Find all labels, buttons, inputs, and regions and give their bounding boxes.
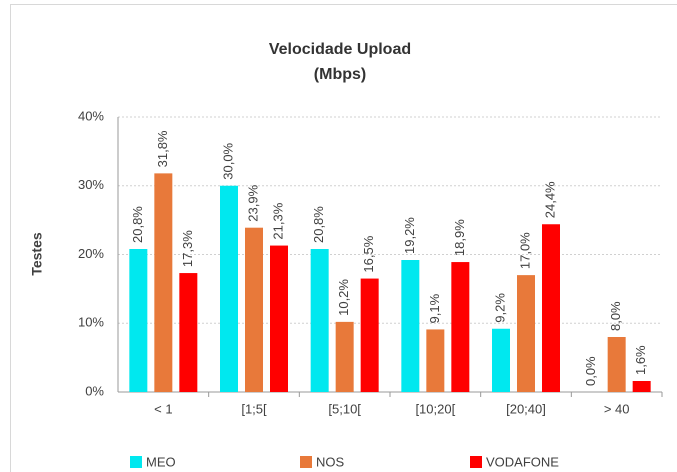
bar bbox=[607, 337, 626, 392]
y-tick-label: 0% bbox=[85, 383, 104, 398]
legend-swatch bbox=[470, 456, 482, 468]
data-label: 21,3% bbox=[270, 202, 285, 239]
x-tick-label: > 40 bbox=[604, 401, 630, 416]
x-tick-label: [20;40] bbox=[506, 401, 546, 416]
data-label: 9,2% bbox=[492, 293, 507, 323]
y-tick-label: 40% bbox=[78, 108, 104, 123]
y-axis-label: Testes bbox=[29, 232, 45, 276]
data-label: 1,6% bbox=[633, 345, 648, 375]
bar bbox=[335, 321, 354, 392]
data-label: 30,0% bbox=[220, 142, 235, 179]
x-tick-label: [1;5[ bbox=[241, 401, 267, 416]
x-tick-label: [10;20[ bbox=[415, 401, 455, 416]
bar bbox=[632, 381, 651, 392]
legend-swatch bbox=[300, 456, 312, 468]
data-label: 19,2% bbox=[402, 217, 417, 254]
y-tick-label: 30% bbox=[78, 177, 104, 192]
data-label: 31,8% bbox=[155, 130, 170, 167]
data-label: 16,5% bbox=[361, 235, 376, 272]
bar bbox=[220, 185, 238, 392]
data-label: 8,0% bbox=[608, 301, 623, 331]
legend-label: VODAFONE bbox=[486, 454, 559, 469]
y-tick-label: 20% bbox=[78, 246, 104, 261]
data-label: 18,9% bbox=[452, 219, 467, 256]
bar bbox=[426, 329, 445, 392]
y-tick-label: 10% bbox=[78, 315, 104, 330]
data-label: 17,0% bbox=[517, 232, 532, 269]
data-label: 9,1% bbox=[427, 293, 442, 323]
data-label: 20,8% bbox=[311, 206, 326, 243]
bar bbox=[360, 278, 379, 392]
bar bbox=[179, 273, 198, 392]
x-tick-label: < 1 bbox=[154, 401, 172, 416]
bar bbox=[401, 260, 420, 392]
data-label: 0,0% bbox=[583, 356, 598, 386]
bar bbox=[129, 249, 148, 392]
bar bbox=[542, 224, 560, 392]
bar bbox=[270, 245, 288, 392]
bar bbox=[310, 249, 329, 392]
data-label: 17,3% bbox=[180, 230, 195, 267]
bar bbox=[154, 173, 173, 392]
x-tick-label: [5;10[ bbox=[328, 401, 361, 416]
data-label: 10,2% bbox=[336, 279, 351, 316]
chart-subtitle: (Mbps) bbox=[314, 66, 366, 83]
bar bbox=[245, 227, 263, 392]
data-label: 23,9% bbox=[245, 184, 260, 221]
legend-swatch bbox=[130, 456, 142, 468]
bar bbox=[517, 275, 535, 392]
bar bbox=[492, 328, 510, 392]
data-label: 24,4% bbox=[542, 181, 557, 218]
data-label: 20,8% bbox=[130, 206, 145, 243]
chart-title: Velocidade Upload bbox=[269, 41, 411, 58]
bar bbox=[451, 262, 470, 392]
legend-label: MEO bbox=[146, 454, 176, 469]
legend-label: NOS bbox=[316, 454, 345, 469]
chart-frame bbox=[10, 4, 677, 472]
